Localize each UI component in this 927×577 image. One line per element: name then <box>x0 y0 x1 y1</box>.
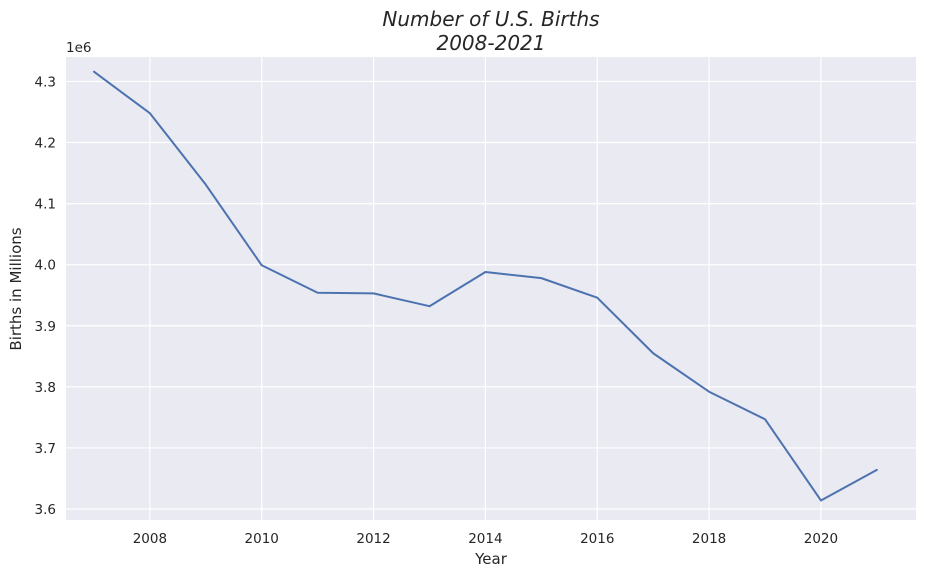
y-gridlines <box>66 80 916 510</box>
y-axis-offset-label: 1e6 <box>66 40 91 56</box>
x-tick-label: 2020 <box>804 531 838 547</box>
plot-area <box>66 57 916 520</box>
series-line <box>92 70 878 502</box>
series-layer <box>92 70 878 502</box>
y-tick-label: 3.9 <box>35 319 56 335</box>
y-tick-label: 4.1 <box>35 197 56 213</box>
x-tick-label: 2012 <box>356 531 390 547</box>
x-axis-label: Year <box>474 550 508 568</box>
chart-title-line-2: 2008-2021 <box>436 31 545 55</box>
x-gridlines <box>149 57 822 520</box>
y-axis-label: Births in Millions <box>7 227 25 350</box>
chart-title-line-1: Number of U.S. Births <box>382 7 599 31</box>
y-tick-label: 3.6 <box>35 502 56 518</box>
y-tick-label: 4.0 <box>35 258 56 274</box>
y-tick-label: 4.3 <box>35 74 56 90</box>
y-tick-label: 4.2 <box>35 136 56 152</box>
y-tick-label: 3.7 <box>35 441 56 457</box>
y-tick-label: 3.8 <box>35 380 56 396</box>
y-tick-labels: 3.6 3.7 3.8 3.9 4.0 4.1 4.2 4.3 <box>35 74 56 518</box>
x-tick-label: 2018 <box>692 531 726 547</box>
x-tick-label: 2016 <box>580 531 614 547</box>
x-tick-labels: 2008 2010 2012 2014 2016 2018 2020 <box>133 531 838 547</box>
x-tick-label: 2008 <box>133 531 167 547</box>
x-tick-label: 2014 <box>468 531 502 547</box>
x-tick-label: 2010 <box>245 531 279 547</box>
